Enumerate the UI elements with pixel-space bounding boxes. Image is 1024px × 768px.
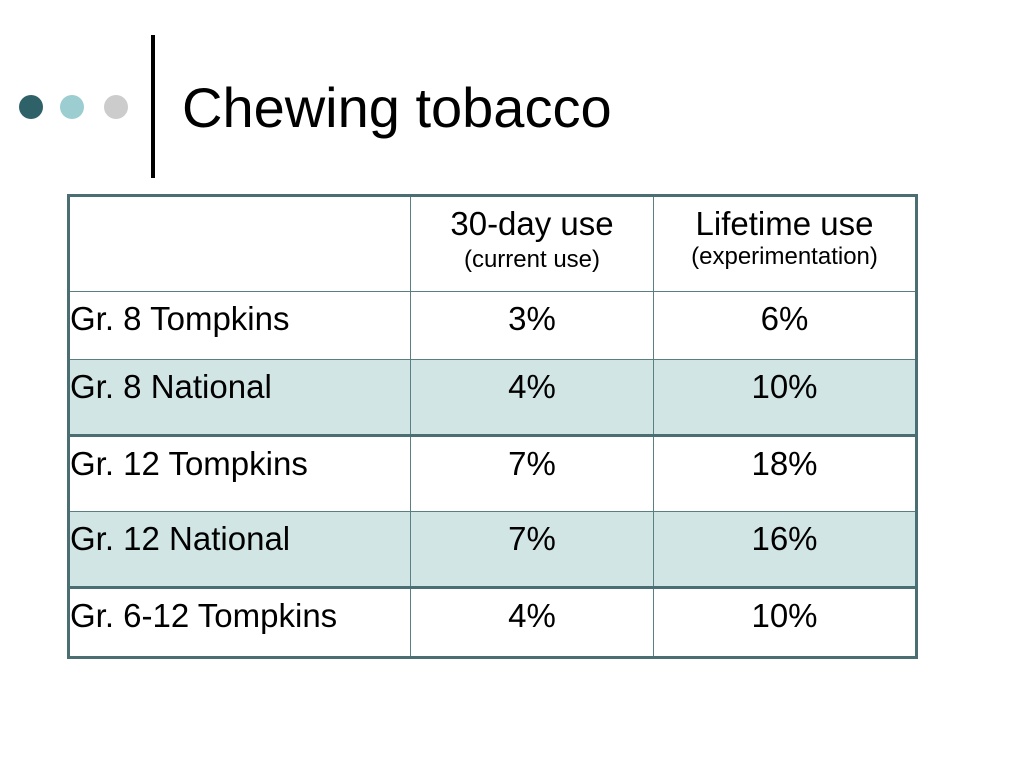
title-decoration	[0, 0, 140, 140]
header-30-day-use: 30-day use (current use)	[410, 195, 654, 292]
header-empty-cell	[68, 195, 411, 292]
header-30-day-use-label: 30-day use	[450, 205, 614, 242]
row-label: Gr. 12 National	[68, 511, 411, 588]
tobacco-use-table: 30-day use (current use) Lifetime use (e…	[67, 194, 918, 659]
cell-lifetime-use: 10%	[653, 359, 917, 436]
cell-lifetime-use: 6%	[653, 291, 917, 360]
cell-30-day-use: 7%	[410, 511, 654, 588]
bullet-dot-gray-icon	[104, 95, 128, 119]
row-label: Gr. 12 Tompkins	[68, 434, 411, 512]
slide-title: Chewing tobacco	[182, 76, 612, 139]
header-lifetime-use-note: (experimentation)	[691, 243, 878, 270]
header-lifetime-use-label: Lifetime use	[695, 205, 874, 242]
cell-lifetime-use: 10%	[653, 586, 917, 658]
row-label: Gr. 6-12 Tompkins	[68, 586, 411, 658]
cell-lifetime-use: 18%	[653, 434, 917, 512]
header-lifetime-use: Lifetime use (experimentation)	[653, 195, 917, 292]
bullet-dot-dark-icon	[19, 95, 43, 119]
header-30-day-use-note: (current use)	[463, 246, 601, 273]
table-row: Gr. 12 National 7% 16%	[68, 511, 917, 588]
cell-30-day-use: 4%	[410, 586, 654, 658]
cell-30-day-use: 7%	[410, 434, 654, 512]
cell-lifetime-use: 16%	[653, 511, 917, 588]
cell-30-day-use: 4%	[410, 359, 654, 436]
cell-30-day-use: 3%	[410, 291, 654, 360]
table-header-row: 30-day use (current use) Lifetime use (e…	[68, 195, 917, 292]
table-row: Gr. 8 Tompkins 3% 6%	[68, 291, 917, 360]
table-row: Gr. 12 Tompkins 7% 18%	[68, 434, 917, 512]
table-row: Gr. 6-12 Tompkins 4% 10%	[68, 586, 917, 658]
row-label: Gr. 8 National	[68, 359, 411, 436]
bullet-dot-teal-icon	[60, 95, 84, 119]
row-label: Gr. 8 Tompkins	[68, 291, 411, 360]
title-divider	[151, 35, 155, 178]
table-row: Gr. 8 National 4% 10%	[68, 359, 917, 436]
